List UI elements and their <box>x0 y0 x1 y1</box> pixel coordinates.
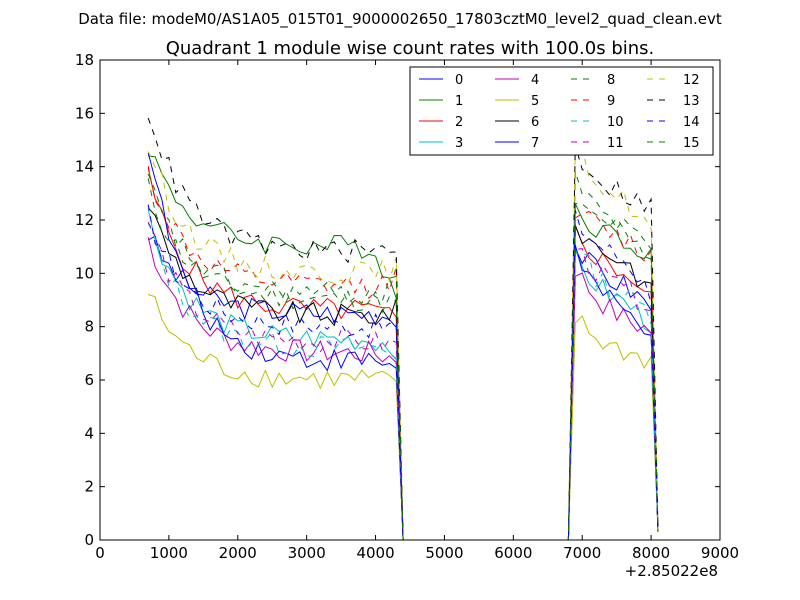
series-line-12 <box>147 146 659 541</box>
legend-label-7: 7 <box>531 136 539 151</box>
axis-ticks: 0 1000 2000 3000 4000 5000 6000 7000 8000 9000 0 2 4… <box>75 51 739 562</box>
legend-label-8: 8 <box>607 73 615 88</box>
legend-frame <box>409 66 714 156</box>
legend-label-14: 14 <box>683 115 700 130</box>
series-line-11 <box>147 221 659 541</box>
legend-label-12: 12 <box>683 73 700 88</box>
y-tick-label: 18 <box>75 51 94 69</box>
y-tick-label: 2 <box>84 478 94 496</box>
legend-label-9: 9 <box>607 94 615 109</box>
y-tick-label: 0 <box>84 531 94 549</box>
legend-label-10: 10 <box>607 115 624 130</box>
x-tick-label: 2000 <box>219 544 257 562</box>
x-tick-label: 1000 <box>150 544 188 562</box>
x-tick-label: 6000 <box>494 544 532 562</box>
legend-label-15: 15 <box>683 136 700 151</box>
legend-label-6: 6 <box>531 115 539 130</box>
x-offset-label: +2.85022e8 <box>625 562 718 580</box>
y-tick-label: 6 <box>84 371 94 389</box>
x-tick-label: 8000 <box>632 544 670 562</box>
figure-suptitle: Data file: modeM0/AS1A05_015T01_90000026… <box>78 10 722 29</box>
legend-label-13: 13 <box>683 94 700 109</box>
legend-label-4: 4 <box>531 73 539 88</box>
legend-label-1: 1 <box>455 94 463 109</box>
y-tick-label: 12 <box>75 211 94 229</box>
x-tick-label: 3000 <box>288 544 326 562</box>
legend-label-2: 2 <box>455 115 463 130</box>
y-tick-label: 4 <box>84 424 94 442</box>
chart-title: Quadrant 1 module wise count rates with … <box>166 38 655 59</box>
legend-label-3: 3 <box>455 136 463 151</box>
x-tick-label: 4000 <box>356 544 394 562</box>
y-tick-label: 16 <box>75 104 94 122</box>
x-tick-label: 5000 <box>425 544 463 562</box>
y-tick-label: 10 <box>75 264 94 282</box>
series-line-14 <box>147 204 659 541</box>
series-line-13 <box>147 117 659 541</box>
x-tick-label: 7000 <box>563 544 601 562</box>
x-tick-label: 9000 <box>701 544 739 562</box>
legend-label-0: 0 <box>455 73 463 88</box>
axes-frame <box>99 59 721 541</box>
y-tick-label: 8 <box>84 318 94 336</box>
x-tick-label: 0 <box>95 544 105 562</box>
legend-label-5: 5 <box>531 94 539 109</box>
y-tick-label: 14 <box>75 158 94 176</box>
legend-label-11: 11 <box>607 136 624 151</box>
